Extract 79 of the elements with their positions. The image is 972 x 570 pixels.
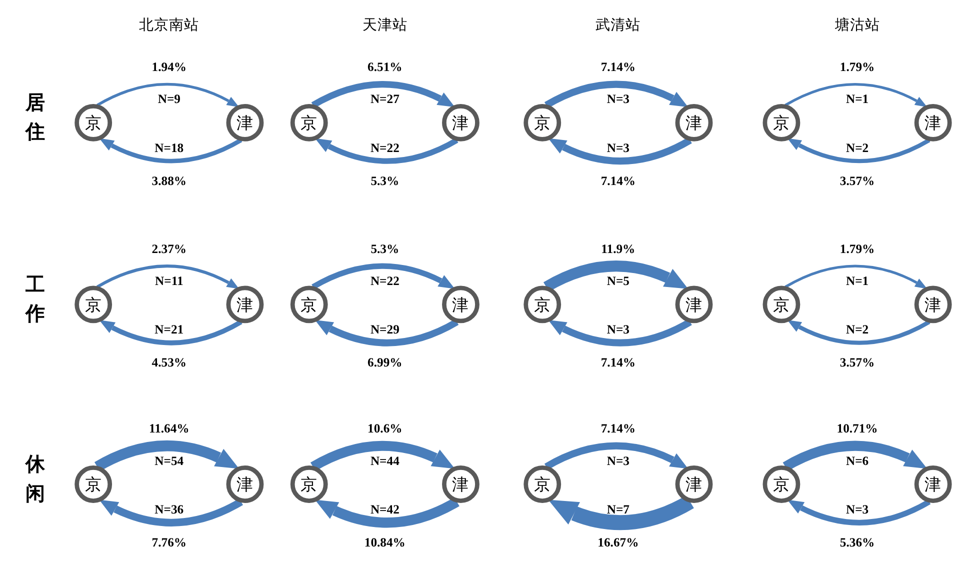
text: 津 <box>452 475 470 494</box>
data-label: N=5 <box>606 274 630 288</box>
data-label: 3.57% <box>840 174 875 188</box>
data-label: 7.14% <box>600 174 636 188</box>
data-label: 1.79% <box>840 60 875 74</box>
category-label: 天津站 <box>362 16 408 34</box>
text: 津 <box>924 114 942 133</box>
text: 京 <box>534 475 551 494</box>
data-label: N=27 <box>370 92 400 106</box>
data-label: N=2 <box>846 140 869 155</box>
data-label: N=22 <box>370 140 400 155</box>
data-label: 10.71% <box>836 422 878 436</box>
data-label: N=1 <box>846 92 869 106</box>
data-label: N=21 <box>154 322 184 337</box>
data-label: N=3 <box>606 454 630 468</box>
data-label: 7.14% <box>600 356 636 370</box>
text: 京 <box>300 475 318 494</box>
data-label: N=3 <box>606 322 630 337</box>
data-label: N=54 <box>154 454 184 468</box>
category-label: 工作 <box>26 272 45 325</box>
text: 津 <box>236 475 254 494</box>
text: 津 <box>685 295 702 314</box>
category-label: 北京南站 <box>139 16 200 34</box>
category-label: 塘沽站 <box>834 16 880 34</box>
text: 京 <box>534 114 551 133</box>
data-label: 1.94% <box>152 60 187 74</box>
text: 京 <box>300 295 318 314</box>
text: 京 <box>772 295 790 314</box>
data-label: 10.84% <box>364 535 406 550</box>
data-label: N=3 <box>846 502 869 516</box>
data-label: 3.57% <box>840 356 875 370</box>
data-label: 3.88% <box>152 174 187 188</box>
text: 津 <box>452 295 470 314</box>
data-label: N=44 <box>370 454 400 468</box>
text: 京 <box>772 475 790 494</box>
data-label: N=36 <box>154 502 184 516</box>
text: 津 <box>452 114 470 133</box>
data-label: 6.99% <box>368 356 402 370</box>
data-label: N=22 <box>370 274 400 288</box>
data-label: N=11 <box>155 274 184 288</box>
data-label: 11.9% <box>601 242 636 256</box>
category-label: 休闲 <box>26 452 45 505</box>
data-label: 4.53% <box>152 356 187 370</box>
data-label: 10.6% <box>368 422 402 436</box>
text: 津 <box>236 114 254 133</box>
data-label: 16.67% <box>598 535 639 550</box>
data-label: 5.36% <box>840 535 875 550</box>
data-label: N=3 <box>606 140 630 155</box>
data-label: 7.14% <box>600 60 636 74</box>
data-label: 6.51% <box>368 60 402 74</box>
data-label: N=6 <box>846 454 869 468</box>
data-label: N=42 <box>370 502 400 516</box>
data-label: N=3 <box>606 92 630 106</box>
text: 京 <box>534 295 551 314</box>
text: 津 <box>924 295 942 314</box>
text: 津 <box>685 114 702 133</box>
text: 京 <box>84 114 102 133</box>
data-label: N=18 <box>154 140 184 155</box>
data-label: 7.76% <box>152 535 187 550</box>
data-label: N=29 <box>370 322 400 337</box>
data-label: 5.3% <box>370 174 400 188</box>
data-label: 11.64% <box>148 422 190 436</box>
text: 京 <box>84 475 102 494</box>
text: 津 <box>685 475 702 494</box>
data-label: 5.3% <box>370 242 400 256</box>
data-label: N=1 <box>846 274 869 288</box>
data-label: N=7 <box>606 502 630 516</box>
text: 京 <box>772 114 790 133</box>
category-label: 武清站 <box>596 16 641 34</box>
data-label: N=9 <box>158 92 180 106</box>
category-label: 居住 <box>26 91 45 144</box>
data-label: N=2 <box>846 322 869 337</box>
text: 津 <box>236 295 254 314</box>
text: 京 <box>84 295 102 314</box>
data-label: 2.37% <box>152 242 187 256</box>
data-label: 7.14% <box>600 422 636 436</box>
data-label: 1.79% <box>840 242 875 256</box>
text: 京 <box>300 114 318 133</box>
text: 津 <box>924 475 942 494</box>
